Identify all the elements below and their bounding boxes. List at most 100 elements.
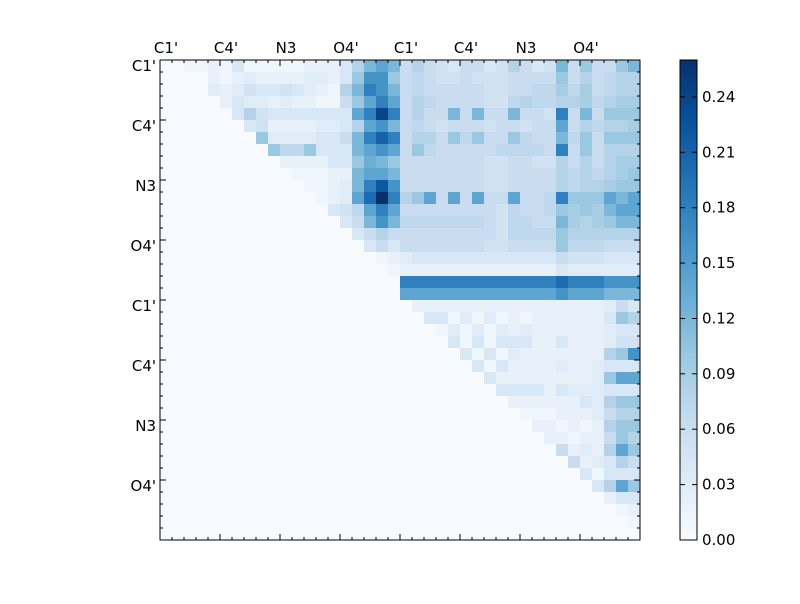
heatmap-cell [292, 300, 305, 313]
heatmap-cell [244, 84, 257, 97]
heatmap-cell [328, 264, 341, 277]
heatmap-cell [172, 168, 185, 181]
heatmap-cell [196, 120, 209, 133]
heatmap-cell [556, 312, 569, 325]
x-tick-label: N3 [516, 39, 537, 57]
heatmap-cell [568, 492, 581, 505]
heatmap-cell [220, 96, 233, 109]
heatmap-cell [244, 156, 257, 169]
heatmap-cell [616, 528, 629, 541]
heatmap-cell [364, 408, 377, 421]
heatmap-cell [196, 72, 209, 85]
heatmap-cell [172, 216, 185, 229]
heatmap-cell [388, 336, 401, 349]
heatmap-cell [160, 72, 173, 85]
heatmap-cell [616, 468, 629, 481]
heatmap-cell [592, 168, 605, 181]
heatmap-cell [616, 324, 629, 337]
heatmap-cell [496, 372, 509, 385]
heatmap-cell [304, 456, 317, 469]
heatmap-cell [268, 240, 281, 253]
heatmap-cell [592, 336, 605, 349]
heatmap-cell [568, 216, 581, 229]
heatmap-cell [436, 372, 449, 385]
heatmap-cell [292, 240, 305, 253]
heatmap-cell [556, 96, 569, 109]
heatmap-cell [340, 72, 353, 85]
heatmap-cell [268, 444, 281, 457]
heatmap-cell [484, 120, 497, 133]
heatmap-cell [292, 84, 305, 97]
heatmap-cell [460, 192, 473, 205]
heatmap-cell [256, 372, 269, 385]
heatmap-cell [532, 420, 545, 433]
heatmap-cell [184, 336, 197, 349]
heatmap-cell [208, 348, 221, 361]
heatmap-cell [520, 96, 533, 109]
heatmap-cell [544, 468, 557, 481]
heatmap-cell [496, 144, 509, 157]
heatmap-cell [460, 396, 473, 409]
heatmap-cell [448, 444, 461, 457]
heatmap-cell [340, 396, 353, 409]
heatmap-cell [280, 516, 293, 529]
heatmap-cell [496, 156, 509, 169]
heatmap-cell [232, 420, 245, 433]
heatmap-cell [532, 372, 545, 385]
heatmap-cell [484, 468, 497, 481]
heatmap-cell [388, 192, 401, 205]
heatmap-cell [460, 240, 473, 253]
heatmap-cell [388, 132, 401, 145]
heatmap-cell [292, 456, 305, 469]
heatmap-cell [400, 324, 413, 337]
heatmap-cell [592, 492, 605, 505]
heatmap-cell [328, 444, 341, 457]
heatmap-cell [268, 360, 281, 373]
heatmap-cell [172, 264, 185, 277]
heatmap-cell [196, 168, 209, 181]
heatmap-cell [184, 144, 197, 157]
colorbar-labels: 0.00 0.03 0.06 0.09 0.12 0.15 0.18 0.21 … [702, 88, 735, 549]
heatmap-cell [172, 384, 185, 397]
heatmap-cell [352, 336, 365, 349]
heatmap-cell [628, 396, 641, 409]
heatmap-cell [508, 468, 521, 481]
heatmap-cell [184, 516, 197, 529]
heatmap-cell [280, 84, 293, 97]
heatmap-cell [220, 84, 233, 97]
heatmap-cell [580, 492, 593, 505]
heatmap-cell [364, 96, 377, 109]
heatmap-cell [256, 360, 269, 373]
heatmap-cell [232, 228, 245, 241]
heatmap-cell [460, 312, 473, 325]
heatmap-cell [400, 96, 413, 109]
heatmap-cell [220, 456, 233, 469]
heatmap-cell [280, 528, 293, 541]
heatmap-cell [160, 216, 173, 229]
heatmap-cell [256, 456, 269, 469]
heatmap-cell [376, 492, 389, 505]
heatmap-cell [196, 504, 209, 517]
heatmap-cell [412, 408, 425, 421]
heatmap-cell [592, 276, 605, 289]
heatmap-cell [184, 372, 197, 385]
heatmap-cell [604, 528, 617, 541]
heatmap-cell [508, 96, 521, 109]
heatmap-cell [520, 204, 533, 217]
heatmap-cell [304, 312, 317, 325]
heatmap-cell [376, 240, 389, 253]
heatmap-cell [328, 96, 341, 109]
heatmap-cell [388, 468, 401, 481]
heatmap-cell [160, 492, 173, 505]
heatmap-cell [412, 528, 425, 541]
heatmap-cell [496, 336, 509, 349]
heatmap-cell [580, 408, 593, 421]
heatmap-cell [628, 372, 641, 385]
heatmap-cell [472, 372, 485, 385]
heatmap-cell [172, 60, 185, 73]
heatmap-cell [400, 204, 413, 217]
heatmap-cell [400, 264, 413, 277]
heatmap-cell [292, 504, 305, 517]
heatmap-cell [256, 228, 269, 241]
heatmap-cell [316, 288, 329, 301]
